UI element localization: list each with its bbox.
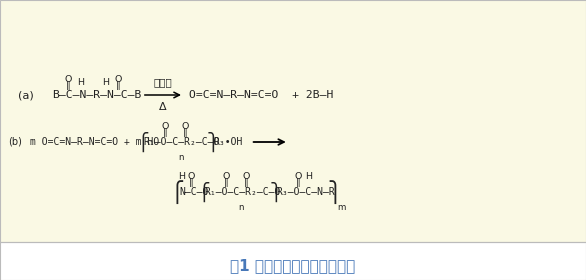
Text: O: O	[242, 172, 250, 181]
Text: ‖: ‖	[296, 178, 301, 187]
Text: 解封闭: 解封闭	[154, 77, 172, 87]
Text: m O=C=N–R–N=C=O + m HO: m O=C=N–R–N=C=O + m HO	[30, 137, 159, 147]
Text: O: O	[64, 75, 71, 84]
Text: m: m	[337, 203, 345, 212]
Bar	[0, 0, 586, 242]
Text: R₃–O–C–N–R: R₃–O–C–N–R	[277, 187, 335, 197]
Text: O: O	[295, 172, 302, 181]
Text: n: n	[179, 153, 184, 162]
Text: B–C–N–R–N–C–B: B–C–N–R–N–C–B	[52, 90, 141, 100]
Text: O: O	[181, 122, 189, 131]
Text: (b): (b)	[8, 137, 22, 147]
Text: H: H	[102, 78, 109, 87]
Text: ‖: ‖	[163, 128, 168, 137]
Text: O: O	[188, 172, 195, 181]
Text: ⎧: ⎧	[197, 182, 210, 202]
Text: R₁–O–C–R₂–C–O: R₁–O–C–R₂–C–O	[205, 187, 281, 197]
Text: ‖: ‖	[243, 178, 248, 187]
Text: ‖: ‖	[116, 81, 121, 90]
Text: R₁–O–C–R₂–C–O: R₁–O–C–R₂–C–O	[144, 137, 220, 147]
Text: ⎧: ⎧	[170, 180, 185, 204]
Text: O=C=N–R–N=C=O  + 2B–H: O=C=N–R–N=C=O + 2B–H	[189, 90, 333, 100]
Text: O: O	[162, 122, 169, 131]
Text: ⎫: ⎫	[327, 180, 342, 204]
Text: ‖: ‖	[66, 81, 70, 90]
Text: H: H	[305, 172, 312, 181]
Bar	[0, 242, 586, 280]
Text: 图1 聚氧酯粉末涂料固化机理: 图1 聚氧酯粉末涂料固化机理	[230, 258, 356, 274]
Text: H: H	[178, 172, 185, 181]
Text: N–C–O: N–C–O	[179, 187, 209, 197]
Text: O: O	[223, 172, 230, 181]
Text: ‖: ‖	[183, 128, 188, 137]
Text: (a): (a)	[18, 90, 34, 100]
Text: ⎧: ⎧	[137, 132, 149, 152]
Text: ‖: ‖	[189, 178, 193, 187]
Text: ‖: ‖	[224, 178, 229, 187]
Text: O: O	[114, 75, 122, 84]
Text: Δ: Δ	[159, 102, 166, 112]
Text: R₃•OH: R₃•OH	[214, 137, 243, 147]
Text: H: H	[77, 78, 84, 87]
Text: n: n	[238, 203, 244, 212]
Text: ⎫: ⎫	[207, 132, 219, 152]
Text: ⎫: ⎫	[270, 182, 282, 202]
Bar	[0, 0, 586, 242]
